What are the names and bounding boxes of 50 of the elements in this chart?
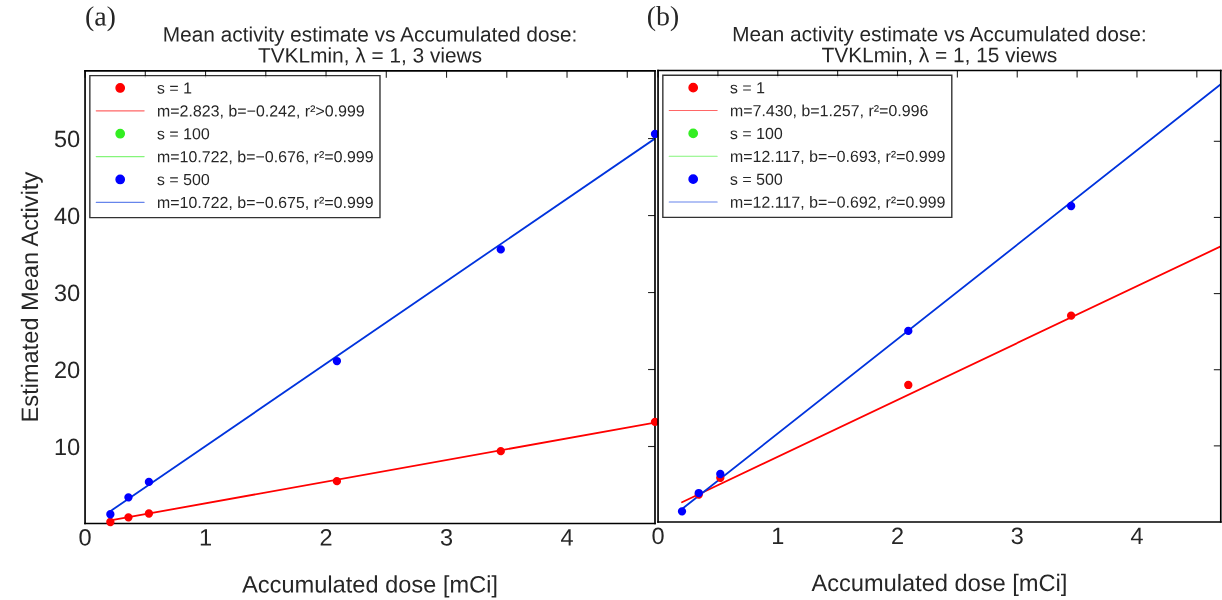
legend-label: s = 500 xyxy=(157,173,210,186)
y-axis-title: Estimated Mean Activity xyxy=(20,171,43,421)
point xyxy=(904,380,913,390)
x-tick-label: 2 xyxy=(320,528,332,546)
x-tick-label: 3 xyxy=(1011,527,1023,545)
legend-label: s = 1 xyxy=(730,82,765,94)
x-axis-title: Accumulated dose [mCi] xyxy=(242,575,497,598)
chart-title: Mean activity estimate vs Accumulated dose: TVKLmin, λ = 1, 3 views xyxy=(164,26,576,66)
legend-label: m=10.722, b=−0.676, r²=0.999 xyxy=(157,150,373,165)
legend-label: s = 1 xyxy=(157,82,192,94)
point xyxy=(124,493,133,502)
point xyxy=(332,476,342,486)
point xyxy=(144,509,154,518)
point xyxy=(904,326,913,336)
legend-label: m=7.430, b=1.257, r²=0.996 xyxy=(730,104,928,119)
x-tick-label: 0 xyxy=(652,527,664,545)
point xyxy=(496,245,505,254)
legend-label: m=10.722, b=−0.675, r²=0.999 xyxy=(157,196,373,210)
x-tick-label: 1 xyxy=(200,529,211,546)
point xyxy=(716,469,725,479)
x-tick-label: 1 xyxy=(773,527,784,544)
y-tick-label: 40 xyxy=(54,207,80,225)
point xyxy=(144,477,154,487)
point xyxy=(106,517,115,527)
x-tick-label: 2 xyxy=(892,527,903,544)
x-axis-title: Accumulated dose [mCi] xyxy=(811,573,1066,596)
point xyxy=(677,507,687,516)
point xyxy=(106,510,115,519)
text: (a) xyxy=(86,6,115,32)
x-tick-label: 4 xyxy=(561,529,573,546)
legend-label: s = 500 xyxy=(730,173,783,185)
y-tick-label: 50 xyxy=(54,130,80,148)
legend-label: m=12.117, b=−0.693, r²=0.999 xyxy=(730,150,945,164)
y-tick-label: 10 xyxy=(55,438,80,456)
legend-label: m=2.823, b=−0.242, r²>0.999 xyxy=(157,104,364,119)
legend-label: m=12.117, b=−0.692, r²=0.999 xyxy=(730,196,945,210)
y-tick-label: 30 xyxy=(54,284,80,302)
text: (b) xyxy=(648,5,678,32)
point xyxy=(332,356,342,366)
legend-label: s = 100 xyxy=(730,127,783,140)
y-tick-label: 20 xyxy=(55,361,80,379)
legend-label: s = 100 xyxy=(157,128,210,140)
x-tick-label: 3 xyxy=(440,528,453,546)
point xyxy=(496,446,505,456)
point xyxy=(124,513,133,522)
x-tick-label: 0 xyxy=(79,528,91,546)
point xyxy=(1066,311,1076,320)
x-tick-label: 4 xyxy=(1130,527,1143,544)
point xyxy=(1066,201,1076,211)
chart-title: Mean activity estimate vs Accumulated dose: TVKLmin, λ = 1, 15 views xyxy=(733,26,1145,65)
